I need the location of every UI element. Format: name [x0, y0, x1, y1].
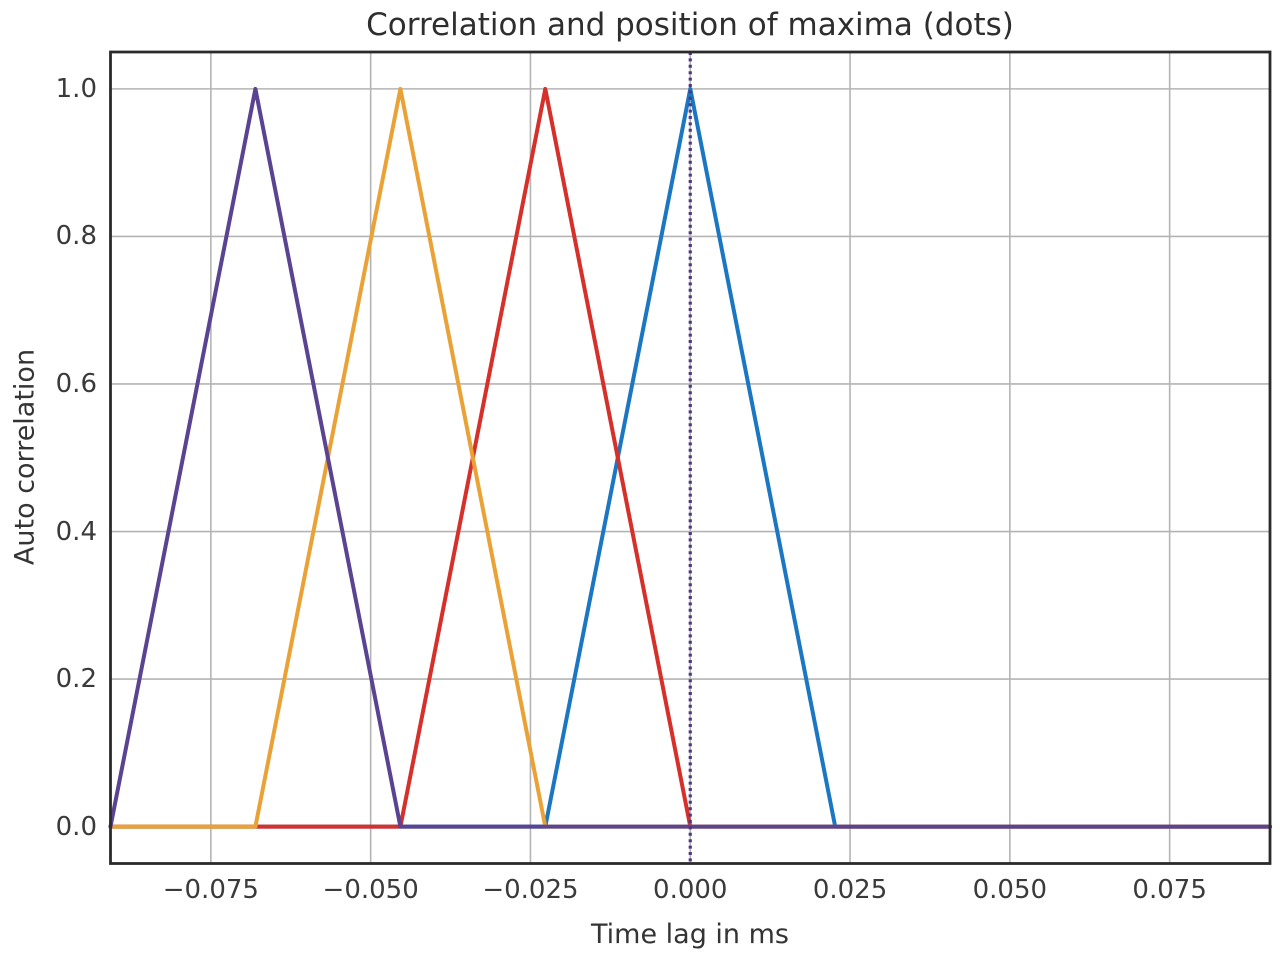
x-tick-label: 0.050 [972, 875, 1048, 905]
y-tick-label: 0.0 [55, 811, 97, 842]
x-tick-label: 0.025 [812, 875, 888, 905]
y-tick-label: 0.4 [55, 516, 97, 547]
x-tick-label: 0.000 [653, 875, 728, 905]
chart-title: Correlation and position of maxima (dots… [366, 7, 1014, 43]
y-axis-label: Auto correlation [9, 348, 41, 566]
x-axis-label: Time lag in ms [591, 919, 789, 950]
y-tick-label: 1.0 [55, 73, 97, 104]
y-tick-label: 0.8 [55, 221, 97, 252]
x-tick-label: 0.075 [1132, 875, 1207, 905]
x-tick-label: −0.050 [322, 875, 419, 905]
x-tick-label: −0.075 [162, 875, 259, 905]
axes-spines [109, 50, 1272, 865]
x-tick-label: −0.025 [482, 875, 579, 905]
y-tick-label: 0.2 [55, 664, 97, 695]
series-line-autocorrelation-peak-at--0.068-ms [108, 86, 1272, 829]
y-tick-label: 0.6 [55, 368, 97, 399]
